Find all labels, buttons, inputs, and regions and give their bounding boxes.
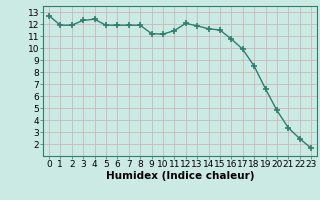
X-axis label: Humidex (Indice chaleur): Humidex (Indice chaleur) xyxy=(106,171,254,181)
